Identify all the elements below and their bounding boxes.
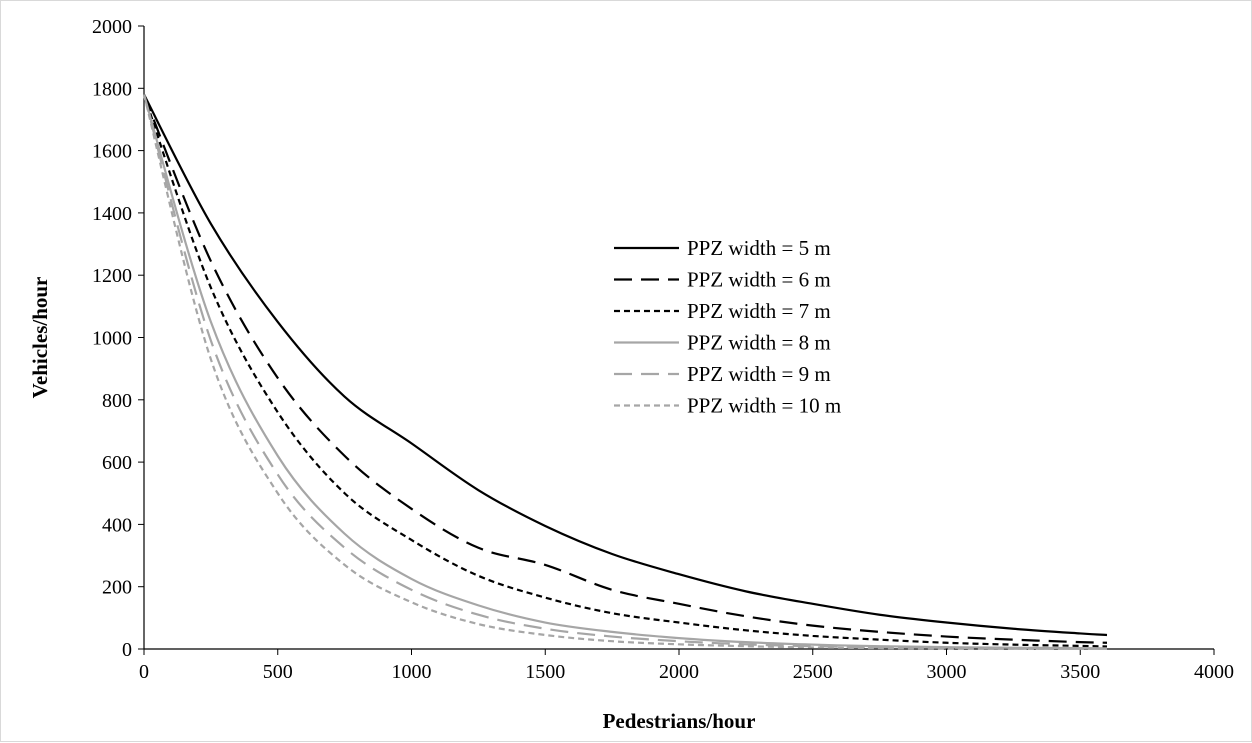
legend-label-2: PPZ width = 6 m <box>687 268 831 292</box>
y-tick-label: 800 <box>102 390 132 412</box>
x-tick-label: 4000 <box>1194 661 1234 683</box>
series-line-2 <box>142 94 1108 644</box>
x-tick-label: 1500 <box>525 661 565 683</box>
legend: PPZ width = 5 m PPZ width = 6 m PPZ width … <box>614 236 841 418</box>
legend-label-6: PPZ width = 10 m <box>687 394 841 418</box>
x-tick-label: 2500 <box>793 661 833 683</box>
x-tick-label: 500 <box>263 661 293 683</box>
x-tick-label: 1000 <box>392 661 432 683</box>
x-tick-label: 3500 <box>1060 661 1100 683</box>
series-line-6 <box>142 94 1107 650</box>
y-tick-label: 600 <box>102 452 132 474</box>
y-tick-label: 2000 <box>92 16 132 38</box>
tick-labels: 0 200 400 600 800 1000 1200 1400 1600 1800 2000 0 50… <box>92 16 1234 683</box>
legend-label-3: PPZ width = 7 m <box>687 299 831 323</box>
y-tick-label: 1000 <box>92 328 132 350</box>
y-tick-label: 1600 <box>92 141 132 163</box>
legend-label-5: PPZ width = 9 m <box>687 362 831 386</box>
y-tick-label: 0 <box>122 639 132 661</box>
y-tick-label: 200 <box>102 577 132 599</box>
series-lines <box>142 94 1108 650</box>
legend-label-1: PPZ width = 5 m <box>687 236 831 260</box>
axes <box>138 25 1215 655</box>
x-axis-title: Pedestrians/hour <box>603 709 756 733</box>
series-line-1 <box>143 94 1108 637</box>
x-tick-label: 0 <box>139 661 149 683</box>
y-tick-label: 1200 <box>92 265 132 287</box>
legend-label-4: PPZ width = 8 m <box>687 331 831 355</box>
x-tick-label: 3000 <box>927 661 967 683</box>
y-tick-label: 400 <box>102 514 132 536</box>
y-tick-label: 1800 <box>92 78 132 100</box>
series-line-3 <box>142 94 1108 648</box>
series-line-4 <box>142 94 1108 650</box>
y-tick-label: 1400 <box>92 203 132 225</box>
series-line-5 <box>142 94 1108 650</box>
x-tick-label: 2000 <box>659 661 699 683</box>
y-axis-title: Vehicles/hour <box>28 277 52 399</box>
